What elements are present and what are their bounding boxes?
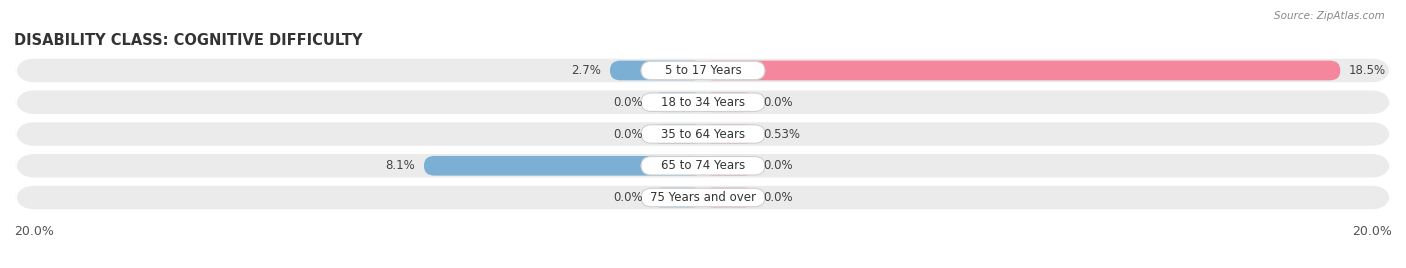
Text: 0.0%: 0.0% [763,96,793,109]
FancyBboxPatch shape [703,124,755,144]
FancyBboxPatch shape [641,157,765,175]
FancyBboxPatch shape [641,93,765,111]
Text: 75 Years and over: 75 Years and over [650,191,756,204]
Text: 8.1%: 8.1% [385,159,415,172]
Text: 0.0%: 0.0% [613,128,643,140]
Text: 65 to 74 Years: 65 to 74 Years [661,159,745,172]
FancyBboxPatch shape [651,124,703,144]
FancyBboxPatch shape [703,61,1340,80]
Text: 5 to 17 Years: 5 to 17 Years [665,64,741,77]
Text: 2.7%: 2.7% [571,64,602,77]
Text: 18 to 34 Years: 18 to 34 Years [661,96,745,109]
FancyBboxPatch shape [15,186,1391,209]
FancyBboxPatch shape [641,125,765,143]
FancyBboxPatch shape [15,59,1391,82]
Text: 20.0%: 20.0% [14,225,53,237]
Text: 0.0%: 0.0% [763,191,793,204]
FancyBboxPatch shape [15,91,1391,114]
Text: 0.0%: 0.0% [613,191,643,204]
Text: 18.5%: 18.5% [1348,64,1386,77]
Text: 0.53%: 0.53% [763,128,800,140]
FancyBboxPatch shape [703,188,755,207]
FancyBboxPatch shape [610,61,703,80]
FancyBboxPatch shape [651,188,703,207]
FancyBboxPatch shape [15,154,1391,177]
FancyBboxPatch shape [703,156,755,176]
FancyBboxPatch shape [703,92,755,112]
FancyBboxPatch shape [15,122,1391,146]
Text: 0.0%: 0.0% [763,159,793,172]
FancyBboxPatch shape [425,156,703,176]
Text: DISABILITY CLASS: COGNITIVE DIFFICULTY: DISABILITY CLASS: COGNITIVE DIFFICULTY [14,33,363,48]
FancyBboxPatch shape [651,92,703,112]
FancyBboxPatch shape [641,61,765,80]
Text: 0.0%: 0.0% [613,96,643,109]
FancyBboxPatch shape [641,188,765,207]
Text: 20.0%: 20.0% [1353,225,1392,237]
Text: Source: ZipAtlas.com: Source: ZipAtlas.com [1274,11,1385,21]
Text: 35 to 64 Years: 35 to 64 Years [661,128,745,140]
